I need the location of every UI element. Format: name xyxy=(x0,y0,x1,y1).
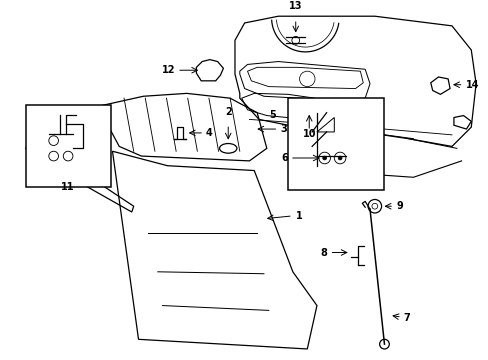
Text: 3: 3 xyxy=(280,124,286,134)
Text: 11: 11 xyxy=(61,182,75,192)
Text: 14: 14 xyxy=(465,80,478,90)
Text: 5: 5 xyxy=(269,110,276,120)
Text: 9: 9 xyxy=(395,201,402,211)
Text: 1: 1 xyxy=(295,211,302,221)
Text: 15: 15 xyxy=(55,109,68,120)
Text: 6: 6 xyxy=(281,153,287,163)
Text: 7: 7 xyxy=(403,313,409,323)
Text: 10: 10 xyxy=(302,129,315,139)
Text: 12: 12 xyxy=(162,65,175,75)
Bar xyxy=(287,98,384,190)
Circle shape xyxy=(322,156,326,160)
Text: 2: 2 xyxy=(224,107,231,117)
Text: 4: 4 xyxy=(205,128,212,138)
Circle shape xyxy=(338,156,341,160)
Text: 8: 8 xyxy=(320,248,327,257)
Text: 13: 13 xyxy=(288,1,302,12)
Bar xyxy=(26,105,110,187)
